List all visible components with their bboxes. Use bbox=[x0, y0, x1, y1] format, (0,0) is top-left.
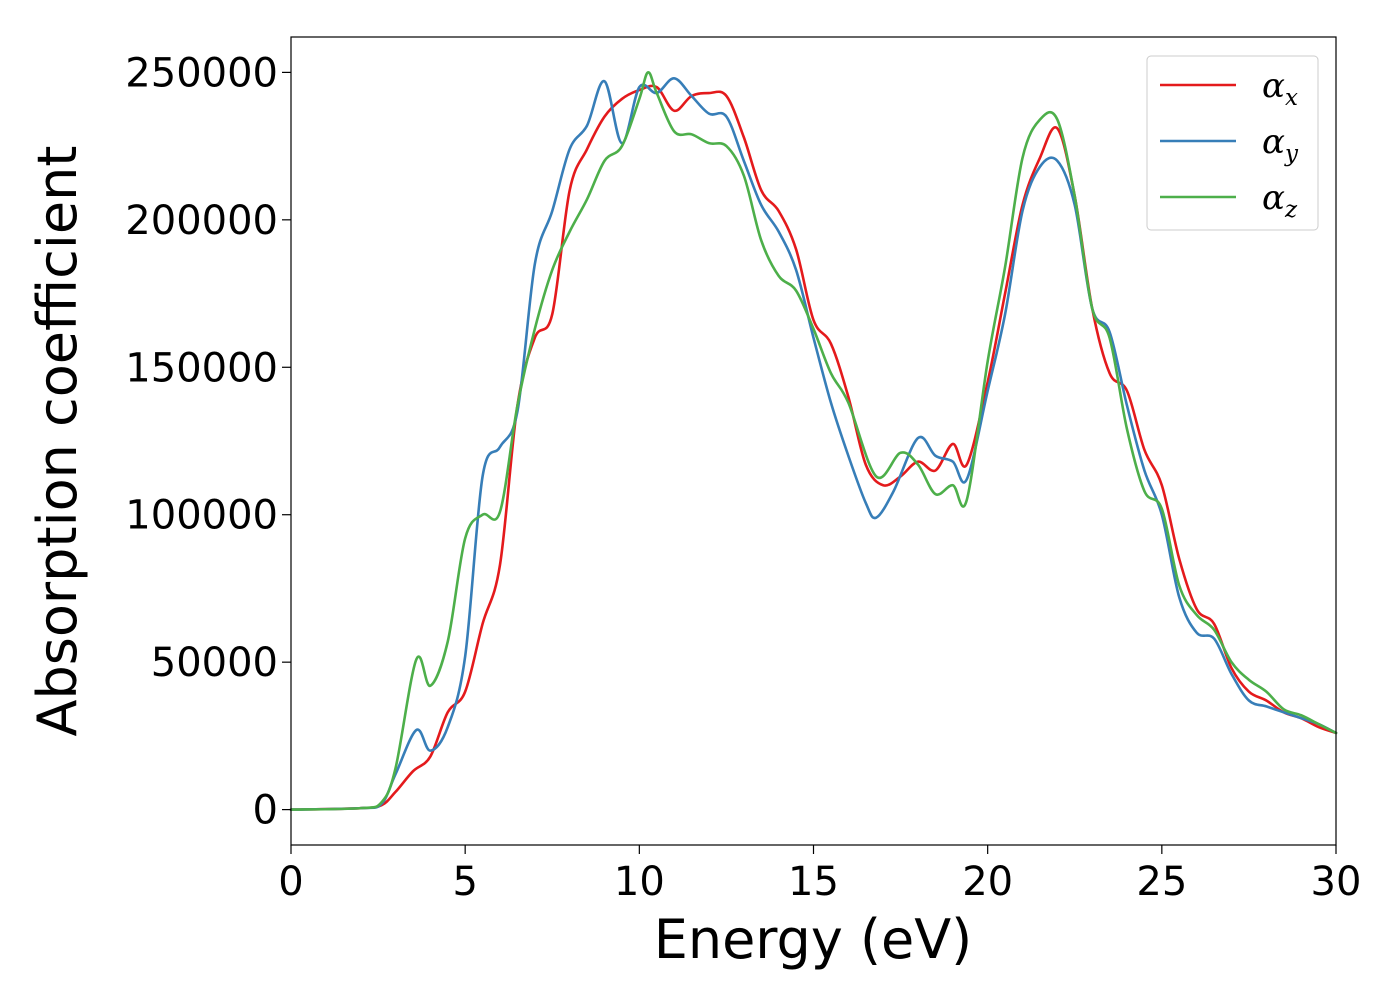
y-tick-label: 250000 bbox=[125, 50, 278, 96]
y-tick-label: 100000 bbox=[125, 493, 278, 539]
x-tick-label: 25 bbox=[1136, 859, 1187, 905]
x-tick-label: 0 bbox=[278, 859, 303, 905]
series-layer bbox=[289, 71, 1338, 811]
y-tick-label: 150000 bbox=[125, 345, 278, 391]
x-tick-label: 5 bbox=[452, 859, 477, 905]
y-tick-label: 50000 bbox=[151, 640, 278, 686]
series-line-alpha-y bbox=[289, 76, 1338, 811]
x-tick-label: 30 bbox=[1311, 859, 1362, 905]
x-tick-label: 10 bbox=[614, 859, 665, 905]
legend-frame bbox=[1146, 55, 1319, 231]
x-axis-title: Energy (eV) bbox=[654, 908, 973, 971]
x-axis-ticks: 0 5 10 15 20 25 30 bbox=[278, 845, 1361, 905]
y-tick-label: 0 bbox=[253, 788, 278, 834]
x-tick-label: 20 bbox=[962, 859, 1013, 905]
series-line-alpha-x bbox=[289, 84, 1338, 811]
x-tick-label: 15 bbox=[788, 859, 839, 905]
series-line-alpha-z bbox=[289, 71, 1338, 811]
y-tick-label: 200000 bbox=[125, 198, 278, 244]
y-axis-ticks: 0 50000 100000 150000 200000 250000 bbox=[125, 50, 291, 834]
y-axis-title: Absorption coefficient bbox=[26, 146, 89, 737]
